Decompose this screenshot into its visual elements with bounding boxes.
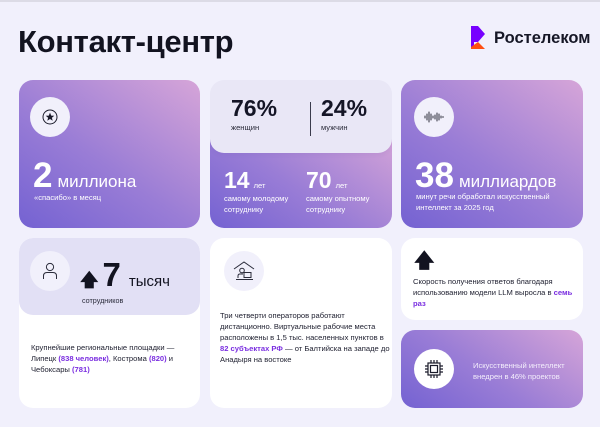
rostelecom-logo-icon <box>471 26 485 49</box>
oldest-unit: лет <box>335 181 348 190</box>
employees-description: Крупнейшие региональные площадки — Липец… <box>31 342 196 375</box>
desc-text: Три четверти операторов работают дистанц… <box>220 311 384 342</box>
logo-text: Ростелеком <box>494 29 591 47</box>
person-icon <box>43 262 57 279</box>
thanks-value: 2 <box>33 156 53 195</box>
rostelecom-logo: Ростелеком <box>470 24 590 53</box>
speech-stat: 38 миллиардов <box>415 158 556 193</box>
men-label: мужчин <box>321 123 348 132</box>
star-icon-circle <box>30 97 70 137</box>
oldest-stat: 70 лет самому опытному сотруднику <box>306 169 369 215</box>
gender-age-card: 14 лет самому молодому сотруднику 70 лет… <box>210 80 392 228</box>
desc-text: и Чебоксары <box>31 354 174 374</box>
employees-value: 7 <box>102 256 121 293</box>
employees-caption: сотрудников <box>82 296 124 305</box>
gender-divider <box>310 102 311 136</box>
youngest-unit: лет <box>253 181 266 190</box>
thanks-stat: 2 миллиона <box>33 158 136 193</box>
oldest-label-2: сотруднику <box>306 204 346 214</box>
men-stat: 24% мужчин <box>321 95 368 133</box>
kostroma-count: (820) <box>148 354 167 363</box>
arrow-up-icon: 🡅 <box>80 270 99 290</box>
employees-unit: тысяч <box>128 273 170 290</box>
women-value: 76% <box>231 95 278 121</box>
youngest-value: 14 <box>224 167 250 193</box>
person-icon-circle <box>30 251 70 291</box>
llm-description: Скорость получения ответов благодаря исп… <box>413 276 578 309</box>
speech-caption-line-2: интеллект за 2025 год <box>416 203 494 212</box>
employees-card: 🡅 7 тысяч сотрудников Крупнейшие региона… <box>19 238 200 408</box>
thanks-card: 2 миллиона «спасибо» в месяц <box>19 80 200 228</box>
thanks-unit: миллиона <box>57 172 137 191</box>
star-icon <box>42 109 58 125</box>
desc-text: Скорость получения ответов благодаря исп… <box>413 277 554 297</box>
employees-stat: 🡅 7 тысяч <box>80 258 170 298</box>
oldest-label-1: самому опытному <box>306 194 370 203</box>
employees-header-panel: 🡅 7 тысяч сотрудников <box>19 238 200 315</box>
ai-description: Искусственный интеллект внедрен в 46% пр… <box>473 361 565 381</box>
home-office-icon-circle <box>224 251 264 291</box>
ai-projects-card: Искусственный интеллект внедрен в 46% пр… <box>401 330 583 408</box>
speech-caption: минут речи обработал искусственный интел… <box>416 191 581 213</box>
speech-card: 38 миллиардов минут речи обработал искус… <box>401 80 583 228</box>
thanks-caption: «спасибо» в месяц <box>34 193 102 202</box>
gender-panel: 76% женщин 24% мужчин <box>210 80 392 153</box>
llm-speed-card: 🡅 Скорость получения ответов благодаря и… <box>401 238 583 320</box>
sound-wave-icon <box>424 111 444 123</box>
oldest-value: 70 <box>306 167 332 193</box>
cheboksary-count: (781) <box>72 365 90 374</box>
chip-icon <box>425 360 443 378</box>
remote-description: Три четверти операторов работают дистанц… <box>220 310 390 365</box>
desc-text: — от Балтийска на западе до Анадыря на в… <box>220 344 390 364</box>
sound-wave-icon-circle <box>414 97 454 137</box>
women-label: женщин <box>231 123 260 132</box>
page-title: Контакт-центр <box>18 24 234 59</box>
men-value: 24% <box>321 95 368 121</box>
youngest-label-1: самому молодому <box>224 194 289 203</box>
speech-caption-line-1: минут речи обработал искусственный <box>416 192 550 201</box>
desc-text: Крупнейшие региональные площадки — Липец… <box>31 343 175 363</box>
youngest-label-2: сотруднику <box>224 204 264 214</box>
seven-times-highlight: семь раз <box>413 288 573 308</box>
women-stat: 76% женщин <box>231 95 278 133</box>
speech-value: 38 <box>415 156 454 195</box>
top-strip <box>0 0 600 2</box>
speech-unit: миллиардов <box>458 172 557 191</box>
arrow-up-icon: 🡅 <box>414 250 435 272</box>
home-office-icon <box>233 261 255 280</box>
regions-highlight: 82 субъектах РФ <box>220 344 283 353</box>
youngest-stat: 14 лет самому молодому сотруднику <box>224 169 288 215</box>
desc-text: , Кострома <box>108 354 149 363</box>
chip-icon-circle <box>414 349 454 389</box>
lipetsk-count: (838 человек) <box>58 354 109 363</box>
remote-work-card: Три четверти операторов работают дистанц… <box>210 238 392 408</box>
